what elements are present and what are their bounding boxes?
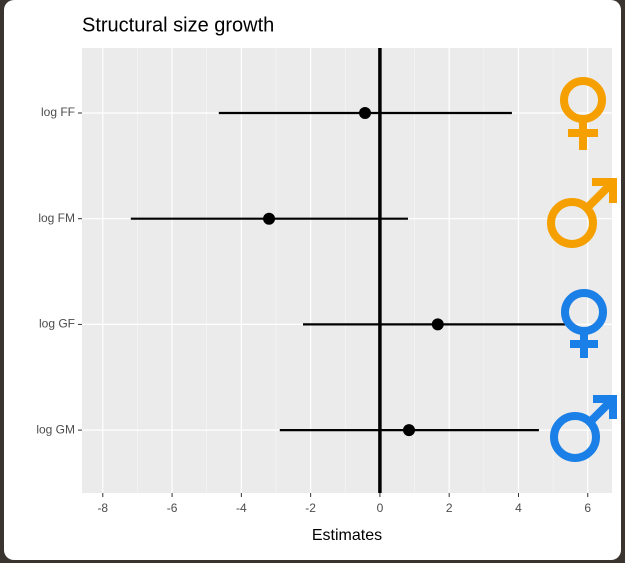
y-tick-label: log FF [41,105,75,119]
estimate-point [263,212,276,225]
x-tick-label: 0 [377,501,384,515]
male-icon [550,395,617,462]
y-tick-label: log FM [38,211,75,225]
estimate-point [403,424,416,437]
x-axis-label: Estimates [312,527,382,544]
female-icon [560,77,606,150]
chart-title: Structural size growth [82,14,274,36]
male-icon [547,178,617,248]
x-tick-label: 4 [515,501,522,515]
plot-panel [82,48,612,493]
female-icon [561,289,607,358]
x-tick-label: -2 [305,501,316,515]
estimate-point [431,318,444,331]
y-tick-label: log GM [36,422,75,436]
x-tick-label: -6 [167,501,178,515]
x-tick-label: -8 [97,501,108,515]
estimate-point [359,107,372,119]
marks [130,48,573,493]
x-tick-label: 2 [446,501,453,515]
y-tick-label: log GF [39,317,75,331]
x-tick-label: 6 [584,501,591,515]
sex-icons [547,77,617,462]
x-tick-label: -4 [236,501,247,515]
